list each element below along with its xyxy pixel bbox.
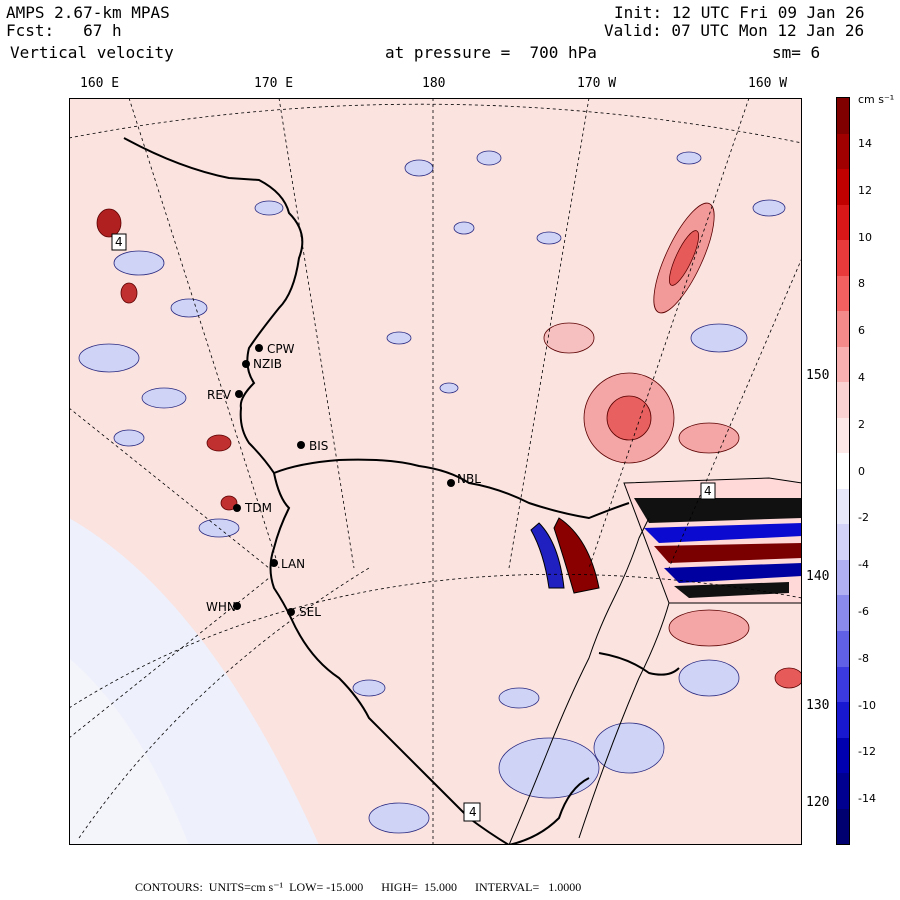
station-label: WHN	[206, 600, 236, 614]
pressure-level: at pressure = 700 hPa	[385, 43, 597, 62]
station-tdm: TDM	[233, 501, 272, 515]
station-label: TDM	[244, 501, 272, 515]
valid-time: Valid: 07 UTC Mon 12 Jan 26	[604, 21, 865, 40]
polar-inner-area	[69, 658, 189, 845]
colorbar-tick-label: -4	[858, 558, 869, 572]
colorbar-tick-label: 2	[858, 417, 865, 431]
lat-label-130w: 130 W	[806, 698, 846, 713]
colorbar-tick-label: 4	[858, 371, 865, 384]
field-name: Vertical velocity	[10, 43, 174, 62]
smoothing-value: sm= 6	[772, 43, 821, 62]
colorbar-tick-label: 0	[858, 464, 865, 478]
lon-label-170w: 170 W	[577, 76, 617, 91]
colorbar-tick-label: -10	[858, 698, 876, 712]
colorbar-swatch	[837, 702, 849, 738]
station-nzib: NZIB	[242, 357, 282, 371]
station-cpw: CPW	[255, 342, 295, 356]
colorbar-swatch	[837, 311, 849, 347]
lat-label-150w: 150 W	[806, 368, 846, 383]
model-title: AMPS 2.67-km MPAS	[6, 3, 170, 22]
station-nbl: NBL	[447, 472, 481, 487]
forecast-hour: Fcst: 67 h	[6, 21, 122, 40]
lon-label-170e: 170 E	[254, 76, 294, 91]
colorbar-swatch	[837, 417, 849, 454]
station-label: LAN	[281, 557, 305, 571]
station-whn: WHN	[206, 600, 241, 614]
lon-label-160w: 160 W	[748, 76, 788, 91]
graticule	[69, 98, 802, 845]
colorbar-swatch	[837, 133, 849, 170]
station-label: NBL	[457, 472, 481, 486]
colorbar-swatch	[837, 98, 849, 134]
colorbar-tick-label: 8	[858, 277, 865, 291]
updraft-cells	[96, 202, 802, 689]
lat-label-120w: 120 W	[806, 795, 846, 810]
colorbar-swatch	[837, 382, 849, 418]
colorbar-swatch	[837, 808, 849, 845]
station-label: NZIB	[253, 357, 282, 371]
coastline	[123, 137, 680, 845]
transantarctic-line	[508, 517, 670, 845]
map-panel: 4 4 4 CPW NZIB REV BIS NBL TDM	[69, 98, 802, 845]
extrema-markers: 4 4 4	[111, 233, 716, 822]
extrema-mark: 4	[469, 805, 477, 819]
lon-label-180: 180	[422, 76, 446, 91]
colorbar-tick-label: 6	[858, 324, 865, 338]
init-time: Init: 12 UTC Fri 09 Jan 26	[614, 3, 865, 22]
colorbar-swatch	[837, 240, 849, 276]
map-frame	[69, 98, 802, 845]
colorbar-tick-label: -2	[858, 511, 869, 525]
colorbar-swatch	[837, 169, 849, 205]
station-label: BIS	[309, 439, 328, 453]
colorbar-swatch	[837, 666, 849, 703]
colorbar-tick-label: 12	[858, 183, 872, 197]
station-sel: SEL	[287, 605, 321, 619]
colorbar-tick-label: -14	[858, 792, 876, 806]
colorbar-swatch	[837, 737, 849, 774]
station-bis: BIS	[297, 439, 328, 453]
extrema-mark: 4	[115, 235, 123, 249]
colorbar-tick-label: -12	[858, 745, 876, 759]
colorbar-units: cm s⁻¹	[858, 93, 895, 106]
colorbar-swatch	[837, 488, 849, 525]
colorbar	[836, 97, 850, 845]
colorbar-swatch	[837, 559, 849, 596]
colorbar-swatch	[837, 524, 849, 560]
colorbar-swatch	[837, 453, 849, 489]
extrema-mark: 4	[704, 484, 712, 498]
lon-label-160e: 160 E	[80, 76, 120, 91]
colorbar-swatch	[837, 630, 849, 667]
colorbar-swatch	[837, 595, 849, 631]
station-rev: REV	[207, 388, 243, 402]
station-label: REV	[207, 388, 232, 402]
station-label: CPW	[267, 342, 295, 356]
station-label: SEL	[299, 605, 321, 619]
contour-info: CONTOURS: UNITS=cm s⁻¹ LOW= -15.000 HIGH…	[135, 880, 582, 894]
colorbar-tick-label: 14	[858, 137, 872, 150]
downdraft-cells	[78, 150, 786, 834]
colorbar-tick-label: 10	[858, 230, 872, 244]
station-lan: LAN	[270, 557, 305, 571]
colorbar-swatch	[837, 773, 849, 809]
gravity-wave-region	[530, 477, 802, 604]
colorbar-swatch	[837, 346, 849, 383]
stations: CPW NZIB REV BIS NBL TDM LAN WHN	[206, 342, 481, 619]
colorbar-swatch	[837, 275, 849, 312]
colorbar-swatch	[837, 204, 849, 241]
colorbar-tick-label: -6	[858, 605, 869, 618]
colorbar-tick-label: -8	[858, 651, 869, 665]
lat-label-140w: 140 W	[806, 569, 846, 584]
